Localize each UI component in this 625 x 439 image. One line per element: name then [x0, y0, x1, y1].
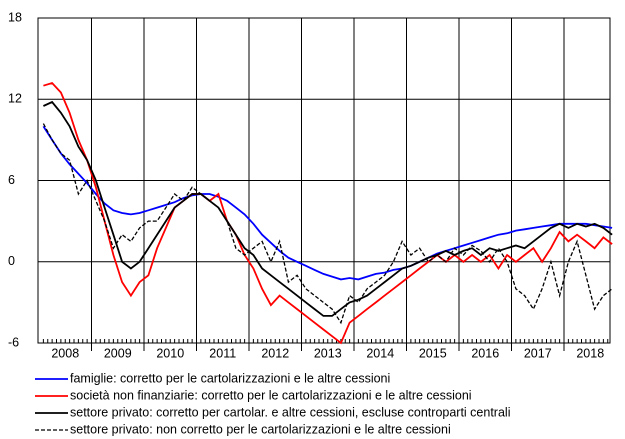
y-tick-label: 6 [8, 173, 15, 187]
x-tick-label: 2016 [471, 346, 499, 360]
legend-label: settore privato: non corretto per le car… [70, 422, 451, 436]
x-tick-label: 2009 [104, 346, 132, 360]
series-line [43, 81, 613, 345]
x-tick-label: 2011 [209, 346, 236, 360]
x-tick-label: 2012 [261, 346, 289, 360]
y-tick-label: 0 [8, 254, 15, 268]
legend-label: famiglie: corretto per le cartolarizzazi… [70, 371, 390, 385]
x-tick-label: 2017 [524, 346, 552, 360]
series-line [42, 125, 613, 281]
y-tick-label: -6 [8, 335, 19, 349]
series-line [42, 123, 613, 325]
y-tick-label: 12 [8, 92, 22, 106]
x-tick-label: 2008 [51, 346, 79, 360]
x-tick-label: 2013 [314, 346, 342, 360]
x-tick-label: 2014 [366, 346, 394, 360]
x-tick-label: 2010 [156, 346, 184, 360]
y-tick-label: 18 [8, 10, 22, 24]
x-tick-label: 2018 [576, 346, 604, 360]
legend-label: settore privato: corretto per cartolar. … [70, 405, 510, 419]
series-line [43, 100, 613, 317]
x-tick-label: 2015 [419, 346, 447, 360]
legend-label: società non finanziarie: corretto per le… [70, 388, 472, 402]
